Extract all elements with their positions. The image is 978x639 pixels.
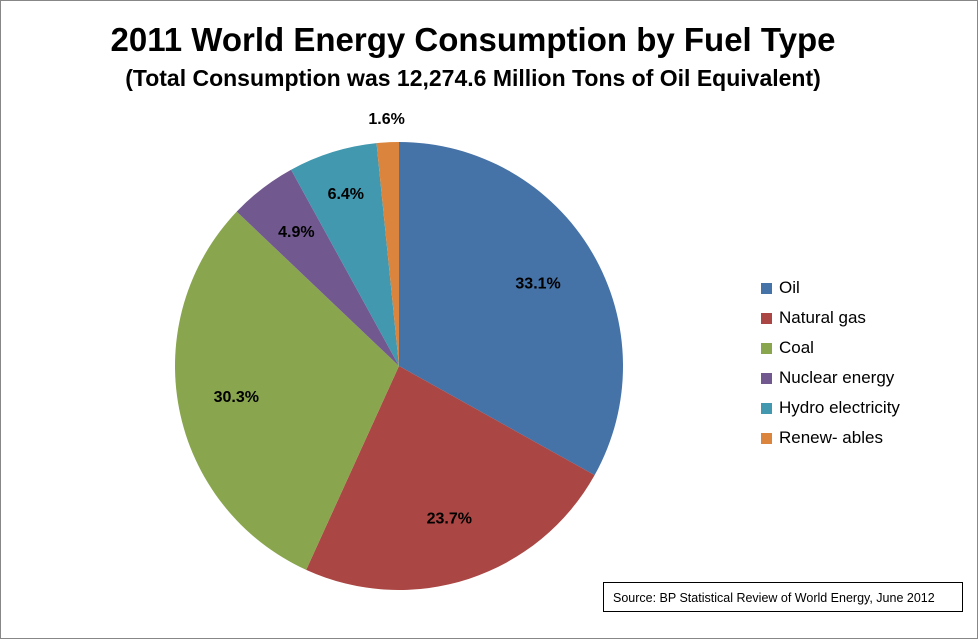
legend-item-oil: Oil <box>761 273 971 303</box>
legend-label-oil: Oil <box>779 278 800 297</box>
legend-item-renewables: Renew- ables <box>761 423 971 453</box>
data-label-coal: 30.3% <box>214 389 259 406</box>
legend-swatch-renewables <box>761 432 772 444</box>
pie-slice-oil <box>399 142 623 476</box>
legend-swatch-oil <box>761 282 772 294</box>
data-label-nuclear-energy: 4.9% <box>278 224 314 241</box>
legend-label-nuclear-energy: Nuclear energy <box>779 368 895 387</box>
legend-swatch-nuclear-energy <box>761 372 772 384</box>
legend-label-natural-gas: Natural gas <box>779 308 866 327</box>
legend-item-nuclear-energy: Nuclear energy <box>761 363 971 393</box>
pie-slice-renewables <box>376 142 399 366</box>
legend-item-coal: Coal <box>761 333 971 363</box>
legend-item-natural-gas: Natural gas <box>761 303 971 333</box>
chart-subtitle: (Total Consumption was 12,274.6 Million … <box>125 65 821 91</box>
legend-label-renewables: Renew- ables <box>779 428 883 447</box>
data-label-oil: 33.1% <box>515 276 560 293</box>
pie-slice-coal <box>175 211 399 570</box>
legend-item-hydro-electricity: Hydro electricity <box>761 393 971 423</box>
legend-swatch-coal <box>761 342 772 354</box>
source-note: Source: BP Statistical Review of World E… <box>603 582 963 612</box>
data-label-natural-gas: 23.7% <box>427 510 472 527</box>
chart-title: 2011 World Energy Consumption by Fuel Ty… <box>110 21 836 58</box>
pie-slice-natural-gas <box>306 366 595 590</box>
data-label-hydro-electricity: 6.4% <box>328 186 364 203</box>
legend-label-hydro-electricity: Hydro electricity <box>779 398 900 417</box>
legend-swatch-natural-gas <box>761 312 772 324</box>
legend: Oil Natural gas Coal Nuclear energy Hydro el… <box>761 273 971 453</box>
legend-label-coal: Coal <box>779 338 814 357</box>
pie-slice-nuclear-energy <box>236 169 399 366</box>
legend-swatch-hydro-electricity <box>761 402 772 414</box>
pie-slice-hydro-electricity <box>291 143 399 366</box>
data-label-renewables: 1.6% <box>368 111 404 128</box>
